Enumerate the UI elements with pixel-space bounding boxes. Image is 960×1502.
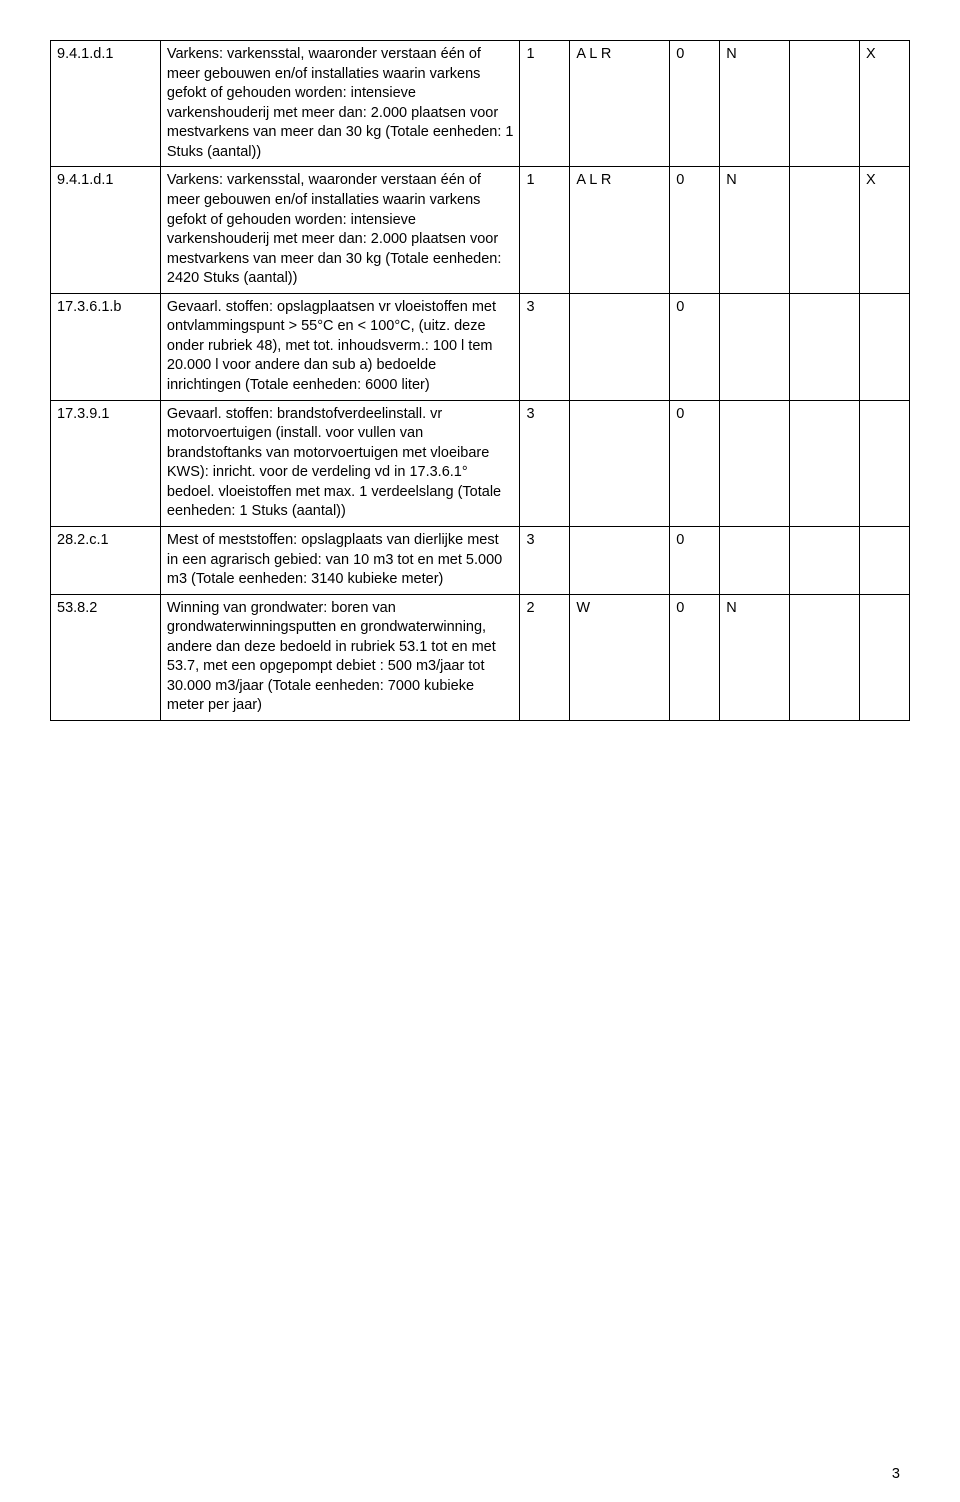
page-number: 3 (892, 1466, 900, 1482)
table-row: 53.8.2 Winning van grondwater: boren van… (51, 594, 910, 720)
cell-c6: N (720, 167, 790, 293)
cell-c3: 3 (520, 293, 570, 400)
cell-code: 9.4.1.d.1 (51, 167, 161, 293)
cell-c4 (570, 526, 670, 594)
rubriek-table: 9.4.1.d.1 Varkens: varkensstal, waaronde… (50, 40, 910, 721)
cell-c8 (860, 594, 910, 720)
table-row: 17.3.6.1.b Gevaarl. stoffen: opslagplaat… (51, 293, 910, 400)
cell-code: 53.8.2 (51, 594, 161, 720)
cell-c8 (860, 400, 910, 526)
cell-c3: 1 (520, 167, 570, 293)
table-row: 17.3.9.1 Gevaarl. stoffen: brandstofverd… (51, 400, 910, 526)
cell-c6 (720, 293, 790, 400)
cell-c8: X (860, 41, 910, 167)
page-container: 9.4.1.d.1 Varkens: varkensstal, waaronde… (0, 0, 960, 1502)
cell-c7 (790, 293, 860, 400)
table-row: 9.4.1.d.1 Varkens: varkensstal, waaronde… (51, 167, 910, 293)
cell-c5: 0 (670, 41, 720, 167)
cell-c6: N (720, 41, 790, 167)
cell-c3: 2 (520, 594, 570, 720)
cell-code: 17.3.6.1.b (51, 293, 161, 400)
cell-desc: Varkens: varkensstal, waaronder verstaan… (160, 41, 520, 167)
cell-c7 (790, 400, 860, 526)
cell-c7 (790, 167, 860, 293)
cell-c5: 0 (670, 167, 720, 293)
cell-c7 (790, 594, 860, 720)
cell-c5: 0 (670, 400, 720, 526)
cell-c4: A L R (570, 41, 670, 167)
cell-c3: 3 (520, 526, 570, 594)
cell-desc: Gevaarl. stoffen: brandstofverdeelinstal… (160, 400, 520, 526)
cell-c4 (570, 293, 670, 400)
cell-c5: 0 (670, 293, 720, 400)
table-body: 9.4.1.d.1 Varkens: varkensstal, waaronde… (51, 41, 910, 721)
cell-c8 (860, 526, 910, 594)
cell-desc: Winning van grondwater: boren van grondw… (160, 594, 520, 720)
cell-c5: 0 (670, 526, 720, 594)
cell-c4: A L R (570, 167, 670, 293)
cell-c8 (860, 293, 910, 400)
cell-c5: 0 (670, 594, 720, 720)
cell-c3: 3 (520, 400, 570, 526)
cell-c7 (790, 526, 860, 594)
cell-desc: Varkens: varkensstal, waaronder verstaan… (160, 167, 520, 293)
table-row: 28.2.c.1 Mest of meststoffen: opslagplaa… (51, 526, 910, 594)
cell-desc: Gevaarl. stoffen: opslagplaatsen vr vloe… (160, 293, 520, 400)
cell-c4 (570, 400, 670, 526)
cell-desc: Mest of meststoffen: opslagplaats van di… (160, 526, 520, 594)
cell-c6 (720, 400, 790, 526)
table-row: 9.4.1.d.1 Varkens: varkensstal, waaronde… (51, 41, 910, 167)
cell-c4: W (570, 594, 670, 720)
cell-c7 (790, 41, 860, 167)
cell-c6: N (720, 594, 790, 720)
cell-code: 28.2.c.1 (51, 526, 161, 594)
cell-c8: X (860, 167, 910, 293)
cell-c3: 1 (520, 41, 570, 167)
cell-c6 (720, 526, 790, 594)
cell-code: 17.3.9.1 (51, 400, 161, 526)
cell-code: 9.4.1.d.1 (51, 41, 161, 167)
